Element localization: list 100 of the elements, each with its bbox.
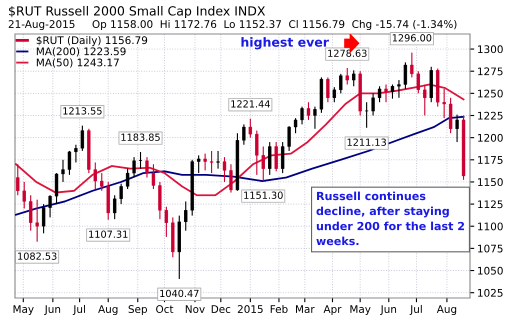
candlestick	[352, 70, 356, 87]
candlestick	[294, 118, 298, 134]
candlestick	[80, 125, 84, 152]
annotation: 1296.00	[392, 34, 432, 42]
candlestick	[268, 142, 272, 176]
candlestick	[300, 106, 304, 125]
candlestick	[410, 52, 414, 78]
candlestick	[119, 183, 123, 205]
x-tick-label: Apr	[324, 305, 342, 316]
annotation: highest ever	[241, 37, 329, 50]
candlestick	[397, 80, 401, 98]
candlestick	[248, 118, 252, 138]
x-tick-label: Jun	[380, 305, 396, 315]
candlestick	[112, 194, 116, 220]
candlestick	[404, 62, 408, 90]
candlestick	[364, 102, 368, 128]
candlestick	[242, 124, 246, 146]
candlestick	[416, 70, 420, 94]
candlestick	[210, 150, 214, 174]
annotation: 1151.30	[244, 192, 283, 199]
candlestick	[378, 86, 382, 103]
annotation: 1278.63	[328, 50, 367, 57]
y-tick-label: 1300	[478, 45, 503, 54]
candlestick	[100, 172, 104, 192]
annotation: 1221.44	[231, 100, 270, 108]
candlestick	[423, 84, 426, 116]
candlestick	[29, 194, 32, 232]
candlestick	[164, 206, 168, 238]
candlestick	[274, 142, 278, 172]
x-tick-label: Sep	[128, 305, 147, 316]
candlestick	[229, 164, 233, 194]
legend-label: $RUT (Daily) 1156.79	[36, 36, 148, 46]
candlestick	[74, 144, 78, 164]
y-tick-label: 1050	[478, 266, 503, 275]
y-tick-label: 1225	[478, 112, 503, 120]
candlestick	[203, 153, 207, 171]
candlestick	[138, 151, 142, 170]
candlestick	[346, 67, 349, 86]
candlestick	[132, 156, 136, 178]
annotation: Russell continues decline, after staying under 200 for the last 2 weeks.	[316, 192, 464, 246]
y-tick-label: 1175	[478, 156, 503, 164]
candlestick	[371, 92, 375, 116]
y-tick-label: 1250	[478, 90, 503, 98]
candlestick	[384, 84, 388, 103]
candlestick	[16, 164, 20, 196]
x-tick-label: Jun	[44, 305, 60, 315]
x-tick-label: Jul	[410, 304, 422, 315]
annotation: 1183.85	[121, 134, 160, 141]
candlestick	[216, 150, 220, 170]
candlestick	[94, 162, 97, 190]
candlestick	[54, 172, 58, 205]
candlestick	[306, 102, 310, 120]
legend-label: MA(50) 1243.17	[36, 58, 119, 68]
y-tick-label: 1100	[478, 222, 503, 230]
x-tick-label: May	[350, 305, 371, 316]
annotation: 1213.55	[63, 107, 102, 115]
chart-title: $RUT Russell 2000 Small Cap Index INDX	[9, 6, 266, 18]
candlestick	[152, 164, 156, 190]
x-tick-label: Jul	[72, 304, 85, 315]
annotation: 1211.13	[348, 138, 386, 146]
x-tick-label: Oct	[156, 305, 174, 314]
x-tick-label: Dec	[212, 305, 230, 314]
x-tick-label: Aug	[436, 305, 456, 316]
x-tick-label: 2015	[238, 305, 263, 314]
candlestick	[145, 156, 149, 178]
x-tick-label: Nov	[186, 305, 205, 314]
chart-subtitle: 21-Aug-2015 Op 1158.00 Hi 1172.76 Lo 1152.37 Cl 1156.79 Chg -15.74 (-1.34%)	[8, 20, 456, 30]
legend-label: MA(200) 1223.59	[36, 47, 126, 56]
candlestick	[68, 150, 72, 176]
candlestick	[326, 76, 330, 103]
candlestick	[287, 126, 291, 152]
candlestick	[126, 168, 130, 190]
candlestick	[196, 154, 200, 174]
x-tick-label: May	[14, 305, 34, 316]
candlestick	[222, 156, 226, 182]
candlestick	[390, 84, 394, 100]
candlestick	[22, 181, 26, 210]
candlestick	[332, 86, 336, 103]
y-tick-label: 1075	[478, 244, 503, 252]
candlestick	[255, 130, 258, 176]
y-tick-label: 1125	[478, 200, 503, 208]
candlestick	[262, 146, 265, 182]
candlestick	[455, 114, 459, 143]
candlestick	[313, 106, 317, 130]
candlestick	[442, 88, 446, 119]
x-tick-label: Mar	[296, 305, 315, 314]
candlestick	[184, 200, 188, 232]
candlestick	[61, 159, 65, 182]
line-series	[15, 116, 464, 216]
candlestick	[42, 204, 46, 234]
y-tick-label: 1150	[478, 178, 503, 186]
y-tick-label: 1025	[478, 288, 503, 297]
y-tick-label: 1275	[478, 67, 503, 76]
candlestick	[280, 142, 284, 174]
y-tick-label: 1200	[478, 134, 503, 142]
annotation: 1082.53	[18, 252, 56, 260]
x-tick-label: Feb	[270, 304, 288, 314]
candlestick	[35, 199, 39, 242]
x-tick-label: Aug	[98, 305, 118, 316]
annotation: 1107.31	[89, 230, 128, 238]
